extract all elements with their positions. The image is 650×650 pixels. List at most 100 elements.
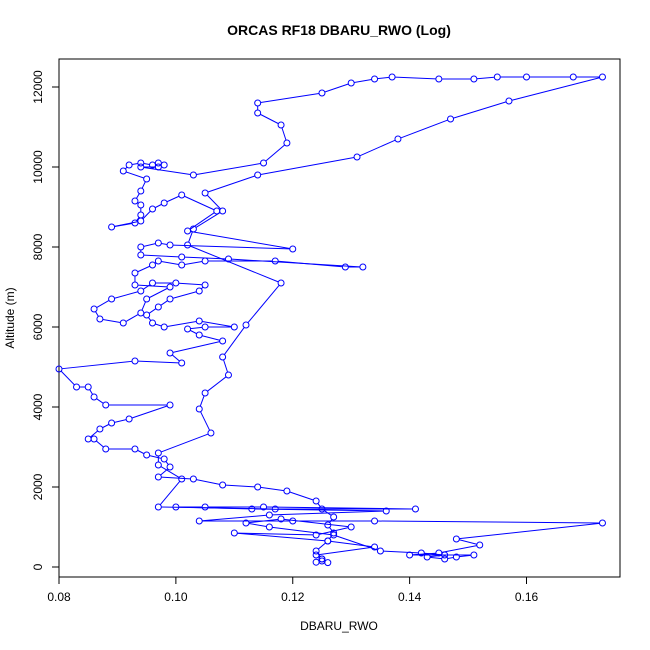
series-segment: [172, 341, 220, 353]
data-point: [452, 553, 460, 561]
data-point: [149, 319, 156, 327]
data-point: [189, 225, 197, 233]
data-point: [341, 263, 349, 271]
data-point: [154, 503, 162, 511]
series-segment: [202, 321, 232, 327]
series-segment: [95, 311, 99, 317]
series-segment: [166, 195, 180, 203]
series-segment: [114, 291, 139, 299]
data-point: [318, 555, 326, 563]
series-segment: [188, 231, 193, 243]
series-segment: [141, 301, 146, 311]
series-segment: [206, 194, 221, 210]
series-segment: [155, 323, 162, 327]
data-point: [254, 99, 262, 107]
data-point: [347, 79, 355, 87]
series-segment: [207, 376, 227, 392]
series-segment: [165, 461, 169, 465]
series-segment: [199, 395, 205, 407]
series-segment: [171, 354, 180, 362]
data-point: [137, 309, 145, 317]
data-point: [277, 515, 285, 523]
data-point: [283, 139, 291, 147]
series-segment: [318, 527, 349, 535]
data-point: [73, 383, 81, 391]
series-segment: [137, 265, 150, 273]
data-point: [195, 405, 203, 413]
series-segment: [141, 181, 146, 189]
data-point: [505, 97, 513, 105]
series-segment: [184, 261, 203, 265]
data-point: [207, 429, 215, 437]
data-point: [289, 245, 297, 253]
series-segment: [167, 321, 197, 327]
series-segment: [377, 76, 390, 80]
series-segment: [260, 157, 355, 175]
data-point: [569, 73, 577, 81]
data-point: [172, 503, 180, 511]
series-segment: [329, 535, 333, 539]
series-segment: [136, 217, 140, 221]
data-point: [254, 483, 262, 491]
series-segment: [143, 243, 156, 247]
data-point: [493, 73, 501, 81]
series-segment: [143, 166, 191, 176]
data-point: [178, 191, 186, 199]
series-segment: [102, 423, 110, 429]
data-point: [184, 325, 192, 333]
series-segment: [447, 557, 454, 559]
series-segment: [178, 506, 249, 510]
series-segment: [143, 254, 179, 258]
series-segment: [260, 92, 320, 104]
data-point: [324, 559, 332, 567]
data-point: [423, 553, 431, 561]
series-segment: [190, 329, 197, 335]
y-tick-label: 6000: [31, 313, 45, 340]
data-point: [242, 321, 250, 329]
data-point: [166, 463, 174, 471]
plot-frame: [58, 58, 621, 578]
series-segment: [202, 335, 220, 341]
series-segment: [272, 510, 384, 516]
series-segment: [195, 212, 221, 228]
series-segment: [90, 430, 98, 438]
data-point: [219, 337, 227, 345]
series-segment: [202, 514, 267, 522]
series-segment: [161, 243, 168, 245]
series-segment: [172, 291, 197, 299]
data-point: [137, 287, 145, 295]
data-point: [271, 505, 279, 513]
data-point: [195, 317, 203, 325]
series-segment: [289, 491, 314, 501]
data-point: [254, 109, 262, 117]
data-point: [195, 331, 203, 339]
data-point: [119, 167, 127, 175]
data-point: [312, 497, 320, 505]
series-segment: [377, 520, 600, 524]
series-segment: [430, 556, 442, 560]
data-point: [441, 551, 449, 559]
data-point: [102, 445, 110, 453]
x-tick-label: 0.10: [164, 590, 188, 604]
data-point: [108, 419, 116, 427]
data-point: [201, 389, 209, 397]
data-point: [330, 513, 338, 521]
data-point: [131, 357, 139, 365]
data-point: [131, 219, 139, 227]
series-segment: [190, 231, 290, 249]
data-point: [154, 303, 162, 311]
data-point: [452, 535, 460, 543]
series-segment: [260, 113, 279, 125]
data-point: [160, 323, 168, 331]
series-segment: [161, 261, 179, 265]
data-point: [219, 207, 227, 215]
data-point: [137, 243, 145, 251]
data-point: [166, 401, 174, 409]
series-segment: [283, 518, 349, 528]
series-segment: [96, 440, 104, 448]
series-segment: [223, 359, 229, 373]
data-point: [195, 287, 203, 295]
series-segment: [96, 398, 104, 404]
data-point: [224, 255, 232, 263]
series-segment: [149, 455, 162, 459]
